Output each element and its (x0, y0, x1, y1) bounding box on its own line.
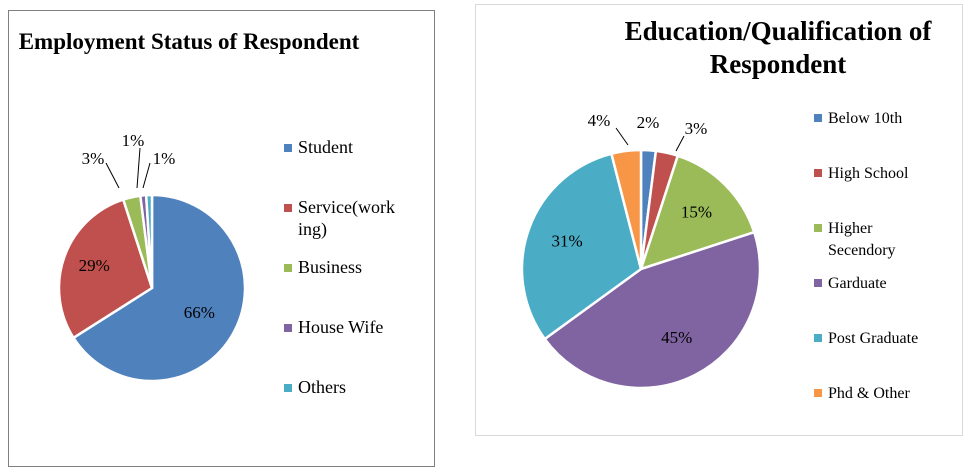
data-label-business: 3% (82, 149, 105, 168)
pie-slice-student (71, 193, 247, 383)
employment-status-chart: Employment Status of Respondent 66% 29% 3%… (8, 10, 435, 467)
pie-slice-phd-other (609, 148, 643, 270)
legend-swatch (814, 169, 822, 177)
data-label-house-wife: 1% (122, 131, 145, 150)
chart-title: Education/Qualification of Respondent (624, 16, 932, 79)
data-label-service-working: 29% (79, 256, 110, 275)
pie-slice-post-graduate (520, 152, 643, 341)
data-label-garduate: 45% (661, 328, 692, 347)
legend-label: Post Graduate (828, 330, 919, 347)
legend-label: Student (298, 137, 354, 157)
pie-slice-service-working (57, 197, 154, 340)
legend-label: House Wife (298, 317, 384, 337)
legend-swatch (284, 384, 292, 392)
legend-swatch (284, 264, 292, 272)
employment-pie-svg: 66% 29% 3% 1% 1% (57, 131, 247, 383)
legend-label: Service(work ing) (298, 197, 395, 239)
legend-swatch (284, 204, 292, 212)
legend-label: Below 10th (828, 110, 903, 127)
data-label-below-10th: 2% (637, 113, 660, 132)
leader-line (136, 147, 141, 189)
data-label-higher-secendory: 15% (681, 202, 712, 221)
pie-slice-others (144, 193, 154, 289)
education-pie-svg: 2% 3% 15% 45% 31% 4% (520, 111, 762, 390)
legend-label: Phd & Other (828, 385, 910, 402)
data-label-others: 1% (153, 149, 176, 168)
leader-line (105, 162, 120, 189)
leader-line (675, 135, 685, 152)
data-label-post-graduate: 31% (552, 231, 583, 250)
legend-swatch (814, 389, 822, 397)
legend-label: Others (298, 377, 346, 397)
legend-label: High School (828, 165, 909, 182)
data-label-phd-other: 4% (588, 111, 611, 130)
legend-label: Higher Secendory (828, 220, 896, 259)
legend-swatch (814, 224, 822, 232)
legend-swatch (814, 334, 822, 342)
leader-line (615, 127, 629, 146)
education-qualification-chart: Education/Qualification of Respondent 2%… (475, 4, 963, 436)
legend-swatch (284, 144, 292, 152)
data-label-high-school: 3% (685, 119, 708, 138)
chart-title: Employment Status of Respondent (18, 29, 360, 54)
legend-label: Garduate (828, 275, 887, 292)
legend-label: Business (298, 257, 363, 277)
legend-swatch (814, 114, 822, 122)
data-label-student: 66% (184, 303, 215, 322)
leader-line (142, 162, 151, 189)
legend-swatch (284, 324, 292, 332)
legend-swatch (814, 279, 822, 287)
pie-slice-garduate (542, 230, 762, 390)
